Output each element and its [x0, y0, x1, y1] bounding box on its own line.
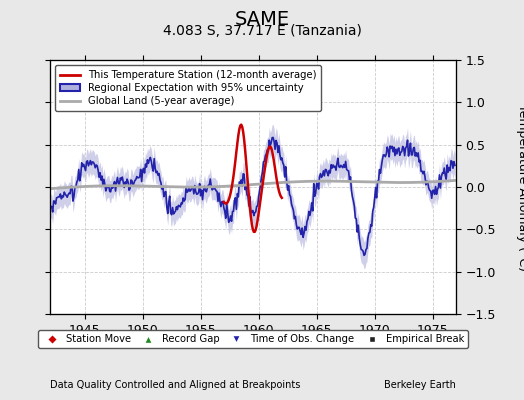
Y-axis label: Temperature Anomaly (°C): Temperature Anomaly (°C)	[516, 104, 524, 270]
Legend: This Temperature Station (12-month average), Regional Expectation with 95% uncer: This Temperature Station (12-month avera…	[55, 65, 321, 111]
Text: Data Quality Controlled and Aligned at Breakpoints: Data Quality Controlled and Aligned at B…	[50, 380, 300, 390]
Text: SAME: SAME	[234, 10, 290, 29]
Text: 4.083 S, 37.717 E (Tanzania): 4.083 S, 37.717 E (Tanzania)	[162, 24, 362, 38]
Text: Berkeley Earth: Berkeley Earth	[384, 380, 456, 390]
Legend: Station Move, Record Gap, Time of Obs. Change, Empirical Break: Station Move, Record Gap, Time of Obs. C…	[38, 330, 468, 348]
